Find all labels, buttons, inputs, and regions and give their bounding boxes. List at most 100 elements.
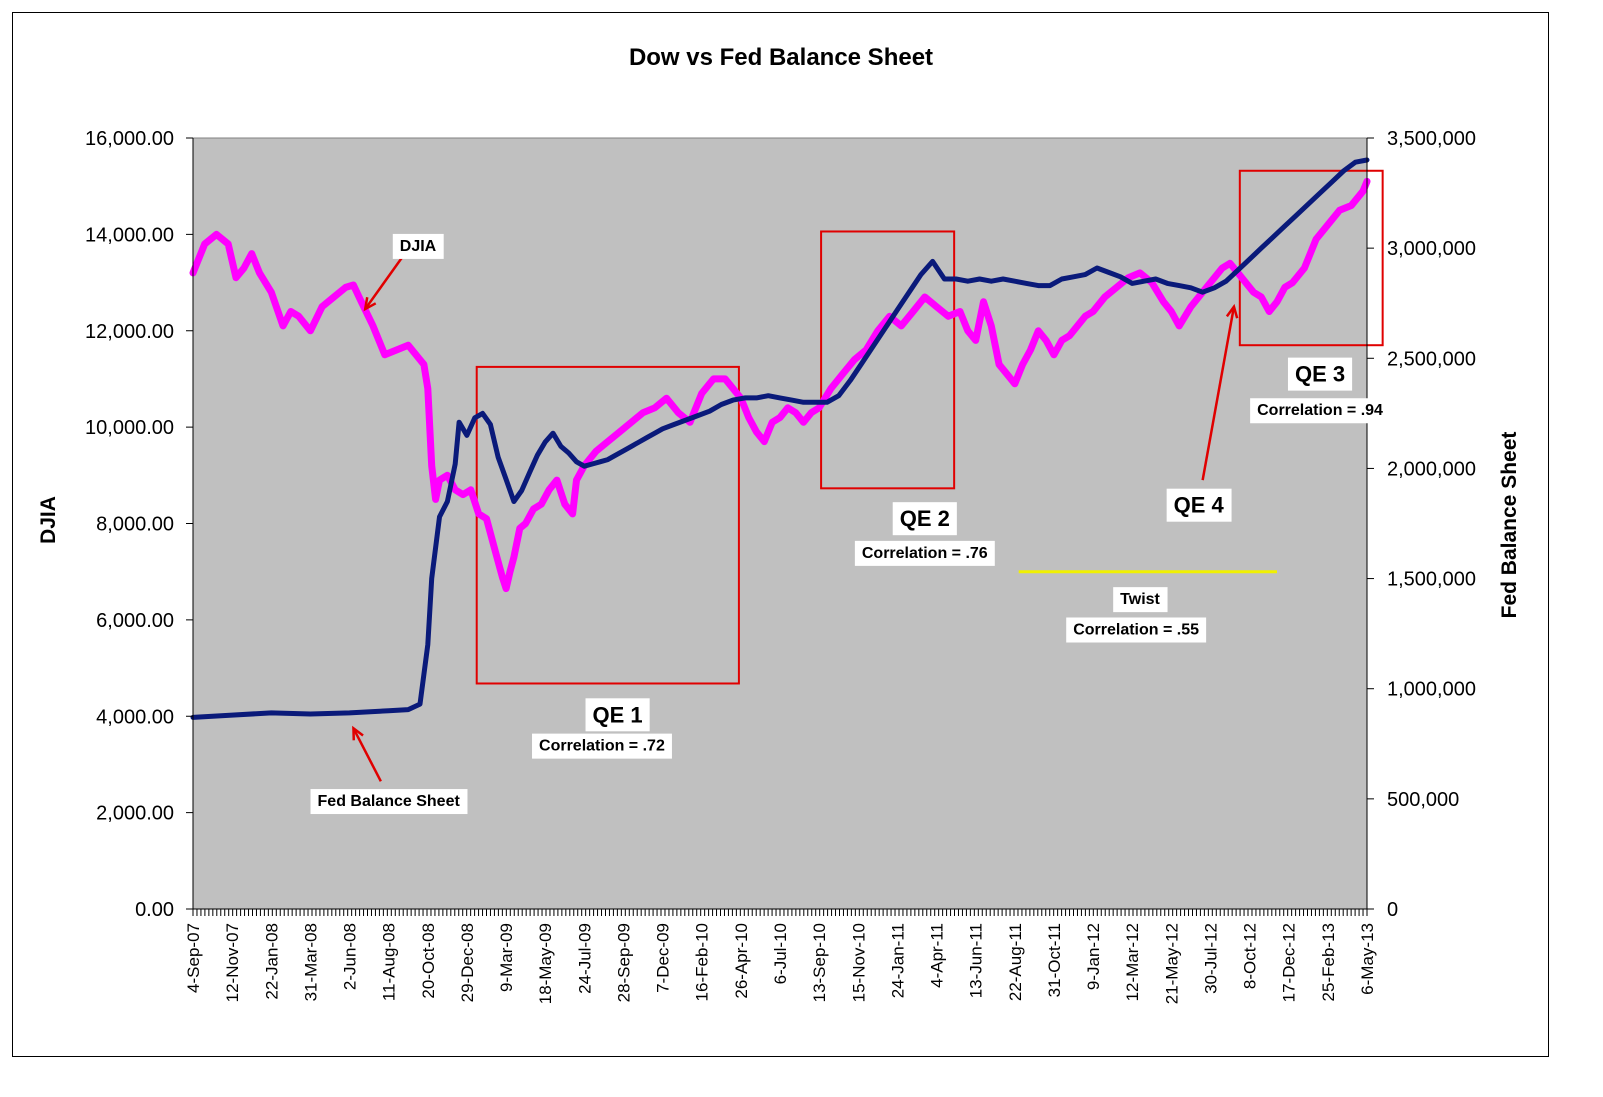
x-axis: 4-Sep-07 12-Nov-07 22-Jan-08 31-Mar-08 2-Jun… — [184, 908, 1377, 1004]
x-tick-label: 31-Mar-08 — [301, 923, 320, 1001]
x-tick-label: 6-May-13 — [1358, 923, 1377, 995]
x-tick-label: 16-Feb-10 — [693, 923, 712, 1001]
y-axis-right: 3,500,000 3,000,000 2,500,000 2,000,000 1,50… — [1366, 128, 1476, 921]
annotation-label-box — [585, 698, 650, 732]
x-tick-label: 4-Apr-11 — [928, 923, 947, 988]
x-tick-label: 22-Jan-08 — [262, 923, 281, 1000]
qe-label: QE 3 — [1287, 357, 1353, 391]
x-tick-label: 21-May-12 — [1162, 923, 1181, 1004]
annotation-label-box — [532, 733, 672, 759]
y-tick-label-right: 3,000,000 — [1387, 238, 1476, 260]
y-tick-label-left: 16,000.00 — [85, 128, 174, 150]
x-tick-label: 8-Oct-12 — [1241, 923, 1260, 989]
x-tick-label: 26-Apr-10 — [732, 923, 751, 999]
x-tick-label: 28-Sep-09 — [614, 923, 633, 1002]
qe-period-box — [1238, 169, 1384, 347]
chart-title: Dow vs Fed Balance Sheet — [629, 44, 933, 71]
annotation-label: DJIA — [392, 233, 444, 259]
annotation-label-box — [1066, 617, 1207, 643]
series-layer — [189, 157, 1371, 720]
y-tick-label-right: 1,000,000 — [1387, 679, 1476, 701]
x-tick-label: 18-May-09 — [536, 923, 555, 1004]
annotation-label-text: Fed Balance Sheet — [318, 793, 461, 810]
annotation-label-text: DJIA — [400, 238, 437, 255]
annotation-arrowhead — [1225, 303, 1239, 319]
annotation-rects — [475, 169, 1384, 685]
annotation-label-box — [310, 789, 468, 815]
x-tick-label: 11-Aug-08 — [380, 923, 399, 1001]
annotation-arrow — [1201, 306, 1236, 481]
y-tick-label-left: 4,000.00 — [96, 706, 174, 728]
annotation-label-text: Twist — [1120, 591, 1160, 608]
annotation-label: Correlation = .76 — [854, 540, 995, 566]
annotation-label: Fed Balance Sheet — [310, 789, 468, 815]
x-tick-label: 13-Sep-10 — [810, 923, 829, 1002]
x-tick-label: 12-Nov-07 — [223, 923, 242, 1002]
y-tick-label-right: 2,000,000 — [1387, 458, 1476, 480]
y-axis-title-right: Fed Balance Sheet — [1498, 432, 1521, 619]
plot-area — [192, 137, 1368, 910]
y-tick-label-left: 0.00 — [135, 899, 174, 921]
annotation-label-text: QE 3 — [1295, 362, 1345, 387]
annotation-label-box — [1287, 357, 1353, 391]
y-axis-left: 16,000.00 14,000.00 12,000.00 10,000.00 8,00… — [85, 128, 194, 921]
qe-label: QE 1 — [585, 698, 650, 732]
x-tick-label: 7-Dec-09 — [654, 923, 673, 993]
x-tick-label: 9-Mar-09 — [497, 923, 516, 992]
y-tick-label-right: 500,000 — [1387, 789, 1459, 811]
y-tick-label-right: 2,500,000 — [1387, 348, 1476, 370]
x-tick-label: 24-Jan-11 — [888, 923, 907, 998]
x-tick-label: 15-Nov-10 — [849, 923, 868, 1002]
annotation-label-text: Correlation = .55 — [1073, 621, 1199, 638]
y-axis-title-left: DJIA — [37, 496, 60, 544]
annotation-label-text: QE 1 — [593, 702, 643, 727]
x-tick-label: 22-Aug-11 — [1006, 923, 1025, 1001]
x-tick-label: 6-Jul-10 — [771, 923, 790, 984]
djia-series-line — [189, 177, 1371, 593]
y-tick-label-left: 10,000.00 — [85, 417, 174, 439]
annotation-label: Correlation = .55 — [1066, 617, 1207, 643]
annotation-label-box — [854, 540, 995, 566]
x-tick-label: 20-Oct-08 — [419, 923, 438, 999]
annotation-labels: DJIA Fed Balance Sheet QE 1 Correlation = .… — [310, 233, 1391, 815]
x-tick-label: 31-Oct-11 — [1045, 923, 1064, 997]
annotation-label-box — [1166, 488, 1232, 522]
annotation-label: Correlation = .94 — [1250, 398, 1391, 424]
annotation-arrowhead — [363, 297, 377, 312]
annotation-arrowhead — [352, 725, 364, 741]
qe-label: QE 4 — [1166, 488, 1232, 522]
annotation-label-box — [892, 502, 957, 536]
x-tick-label: 24-Jul-09 — [575, 923, 594, 994]
x-tick-label: 17-Dec-12 — [1280, 923, 1299, 1002]
qe-period-box — [475, 365, 740, 685]
annotation-arrow — [352, 727, 382, 782]
annotation-label-box — [1113, 587, 1168, 613]
annotation-label-text: QE 4 — [1174, 493, 1225, 518]
y-tick-label-right: 0 — [1387, 899, 1398, 921]
y-tick-label-left: 8,000.00 — [96, 514, 174, 536]
y-tick-label-right: 1,500,000 — [1387, 569, 1476, 591]
x-tick-label: 12-Mar-12 — [1123, 923, 1142, 1001]
y-tick-label-left: 6,000.00 — [96, 610, 174, 632]
fed-balance-sheet-series-line — [190, 157, 1370, 720]
annotation-label-text: QE 2 — [900, 506, 950, 531]
x-tick-label: 13-Jun-11 — [967, 923, 986, 998]
annotation-label-text: Correlation = .76 — [862, 545, 988, 562]
annotation-label-box — [1250, 398, 1391, 424]
qe-period-box — [820, 230, 956, 490]
y-tick-label-left: 14,000.00 — [85, 224, 174, 246]
annotation-label: Twist — [1113, 587, 1168, 613]
x-tick-label: 25-Feb-13 — [1319, 923, 1338, 1001]
annotation-label-box — [392, 233, 444, 259]
x-tick-label: 29-Dec-08 — [458, 923, 477, 1002]
y-tick-label-left: 2,000.00 — [96, 803, 174, 825]
x-tick-label: 4-Sep-07 — [184, 923, 203, 993]
annotation-label-text: Correlation = .94 — [1257, 402, 1383, 419]
x-tick-label: 2-Jun-08 — [341, 923, 360, 990]
x-tick-label: 9-Jan-12 — [1084, 923, 1103, 990]
annotation-label: Correlation = .72 — [532, 733, 672, 759]
y-tick-label-right: 3,500,000 — [1387, 128, 1476, 150]
y-tick-label-left: 12,000.00 — [85, 321, 174, 343]
x-tick-label: 30-Jul-12 — [1201, 923, 1220, 994]
